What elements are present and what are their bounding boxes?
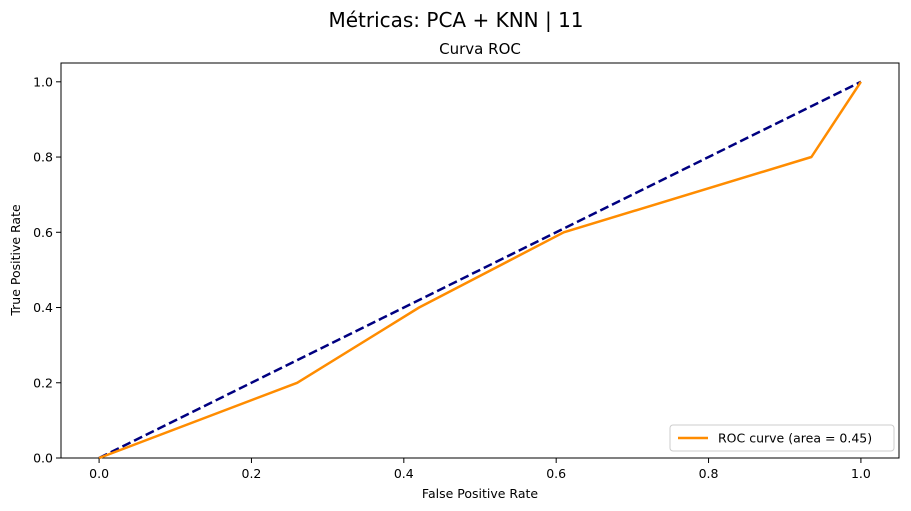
y-axis-ticks: 0.0 0.2 0.4 0.6 0.8 1.0 [33,74,61,466]
y-tick-label: 1.0 [33,74,53,89]
plot-area [60,62,900,459]
y-axis-label: True Positive Rate [8,204,23,317]
x-tick-label: 1.0 [851,466,871,481]
x-axis-label: False Positive Rate [422,486,538,501]
x-tick-label: 0.2 [242,466,262,481]
y-tick-label: 0.4 [33,300,53,315]
roc-curve-line [98,81,862,460]
y-tick-label: 0.2 [33,375,53,390]
x-tick-label: 0.6 [546,466,566,481]
y-tick-label: 0.6 [33,225,53,240]
chart-title: Curva ROC [439,40,521,58]
x-tick-label: 0.0 [89,466,109,481]
chance-diagonal-line [98,80,862,460]
series-layer [98,80,862,460]
x-axis-ticks: 0.0 0.2 0.4 0.6 0.8 1.0 [89,458,871,481]
x-tick-label: 0.4 [394,466,414,481]
legend: ROC curve (area = 0.45) [669,424,895,452]
x-tick-label: 0.8 [699,466,719,481]
figure-suptitle: Métricas: PCA + KNN | 11 [328,8,583,32]
legend-box [669,424,895,452]
y-tick-label: 0.8 [33,150,53,165]
legend-label-roc: ROC curve (area = 0.45) [718,431,872,446]
y-tick-label: 0.0 [33,451,53,466]
